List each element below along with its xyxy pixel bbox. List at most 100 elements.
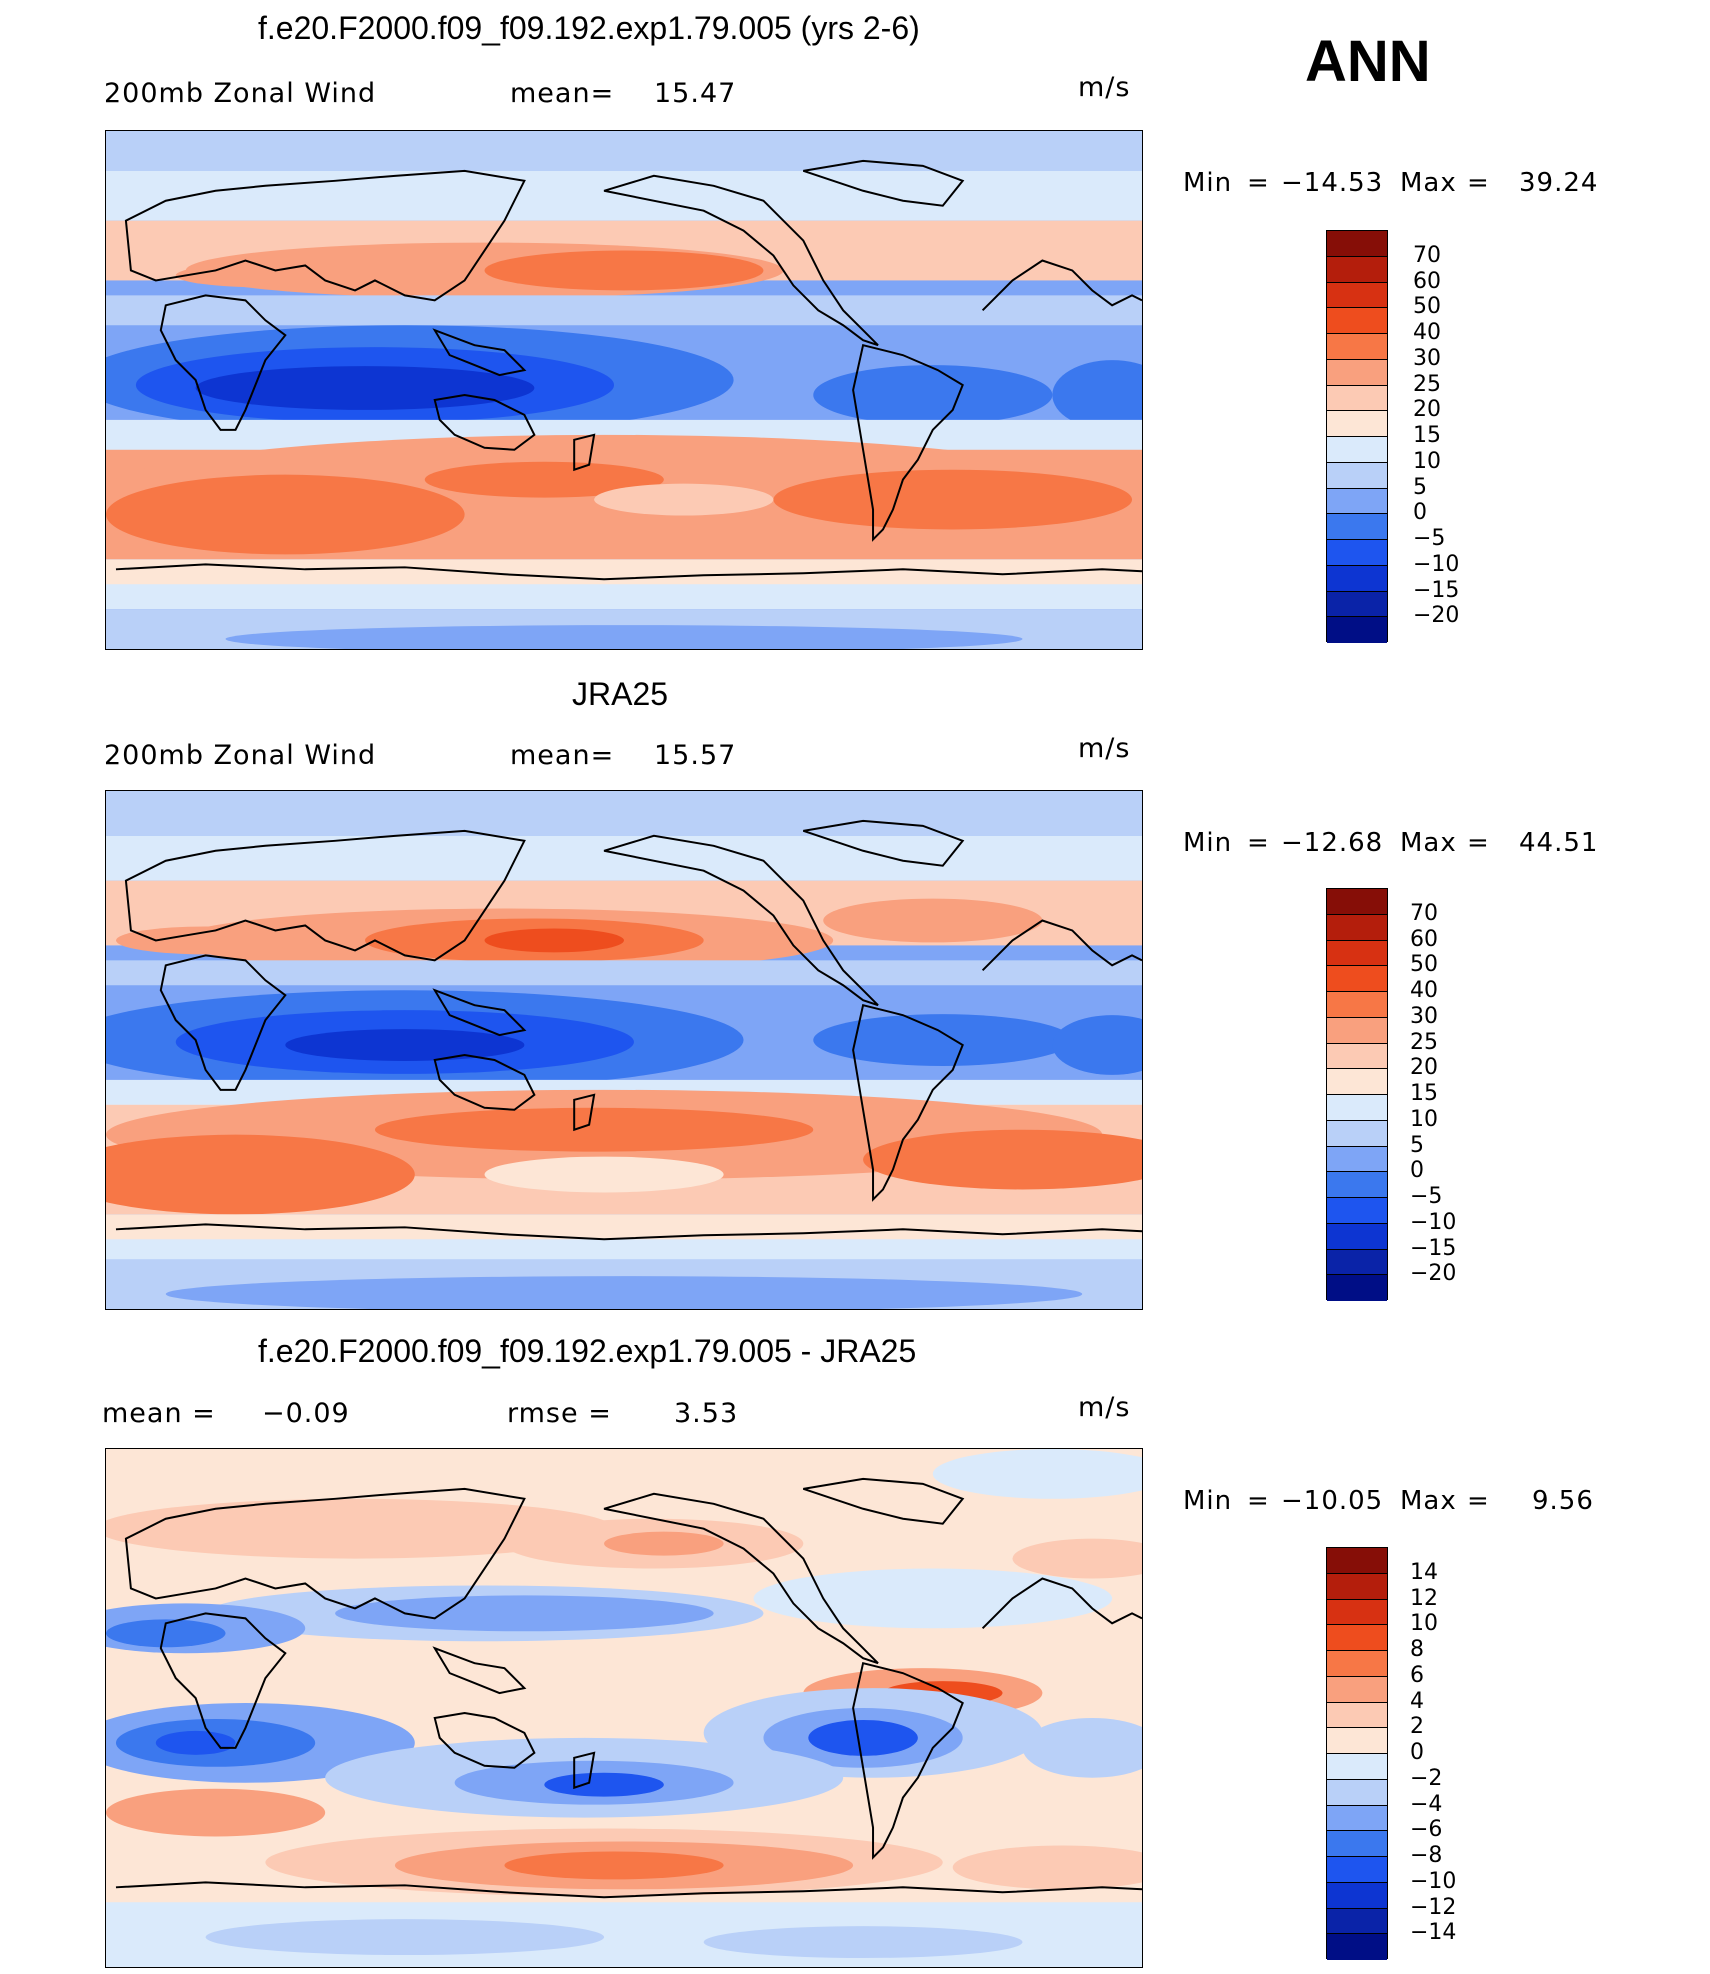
- panel3-max-label: Max: [1400, 1486, 1457, 1516]
- panel1-max-value: 39.24: [1519, 168, 1599, 198]
- colorbar-swatch: [1327, 1095, 1387, 1121]
- colorbar-swatch: [1327, 514, 1387, 540]
- panel3-max-value: 9.56: [1532, 1486, 1594, 1516]
- panel1-mean-value: 15.47: [654, 78, 737, 109]
- colorbar-swatch: [1327, 1857, 1387, 1883]
- colorbar-tick-label: 60: [1413, 268, 1441, 294]
- colorbar-swatch: [1327, 1223, 1387, 1250]
- panel2-mean-label: mean=: [510, 740, 615, 771]
- coastlines: [115, 819, 1142, 1241]
- colorbar-swatch: [1327, 1120, 1387, 1147]
- colorbar-swatch: [1327, 1651, 1387, 1677]
- colorbar-tick-label: −12: [1410, 1894, 1457, 1920]
- colorbar-swatch: [1327, 889, 1387, 915]
- colorbar-tick-label: 5: [1413, 474, 1427, 500]
- colorbar-tick-label: 70: [1413, 242, 1441, 268]
- panel2-variable-label: 200mb Zonal Wind: [104, 740, 377, 771]
- panel1-min-value: −14.53: [1281, 168, 1384, 198]
- panel2-map-svg: [106, 791, 1142, 1309]
- colorbar-tick-label: −4: [1410, 1791, 1443, 1817]
- colorbar-swatch: [1327, 565, 1387, 592]
- coastlines: [115, 1477, 1142, 1899]
- panel2-mean-value: 15.57: [654, 740, 737, 771]
- colorbar-tick-label: 20: [1413, 397, 1441, 423]
- colorbar-tick-label: 50: [1413, 294, 1441, 320]
- panel2-max-value: 44.51: [1519, 828, 1599, 858]
- colorbar-swatch: [1327, 940, 1387, 967]
- colorbar-tick-label: 40: [1410, 978, 1438, 1003]
- colorbar-swatch: [1327, 359, 1387, 386]
- colorbar-swatch: [1327, 1249, 1387, 1276]
- panel2-max-label: Max: [1400, 828, 1457, 858]
- colorbar-tick-label: 10: [1410, 1611, 1438, 1637]
- panel3-rmse-value: 3.53: [674, 1398, 739, 1429]
- colorbar-swatch: [1327, 1172, 1387, 1198]
- colorbar-tick-label: 15: [1413, 423, 1441, 448]
- colorbar-tick-label: 5: [1410, 1132, 1424, 1158]
- panel3-units: m/s: [1078, 1392, 1131, 1423]
- colorbar-tick-label: 30: [1410, 1003, 1438, 1029]
- panel3-map: [105, 1448, 1143, 1968]
- colorbar-tick-label: 4: [1410, 1688, 1424, 1714]
- colorbar-swatch: [1327, 462, 1387, 489]
- colorbar-tick-label: 50: [1410, 952, 1438, 978]
- panel3-min-value: −10.05: [1281, 1486, 1384, 1516]
- colorbar-swatch: [1327, 308, 1387, 334]
- panel1-units: m/s: [1078, 72, 1131, 103]
- colorbar-swatch: [1327, 1017, 1387, 1044]
- colorbar-swatch: [1327, 256, 1387, 283]
- panel2-title: JRA25: [572, 676, 669, 712]
- colorbar-tick-label: 10: [1410, 1106, 1438, 1132]
- panel2-map: [105, 790, 1143, 1310]
- colorbar-swatch: [1327, 1805, 1387, 1832]
- colorbar-swatch: [1327, 437, 1387, 463]
- colorbar-tick-label: 0: [1410, 1740, 1424, 1765]
- colorbar-tick-label: 60: [1410, 926, 1438, 952]
- panel2-min-label: Min: [1183, 828, 1233, 858]
- colorbar-tick-label: −10: [1413, 551, 1460, 577]
- colorbar-tick-label: 25: [1410, 1029, 1438, 1055]
- panel3-mean-label: mean =: [102, 1398, 216, 1429]
- colorbar-swatch: [1327, 1831, 1387, 1857]
- colorbar-swatch: [1327, 540, 1387, 566]
- panel3-min-label: Min: [1183, 1486, 1233, 1516]
- panel3-title: f.e20.F2000.f09_f09.192.exp1.79.005 - JR…: [258, 1333, 917, 1369]
- colorbar-swatch: [1327, 591, 1387, 618]
- panel3-mean-value: −0.09: [262, 1398, 350, 1429]
- panel3-colorbar: [1326, 1547, 1388, 1960]
- panel3-rmse-label: rmse =: [507, 1398, 612, 1429]
- colorbar-tick-label: −10: [1410, 1209, 1457, 1235]
- colorbar-tick-label: −14: [1410, 1920, 1457, 1946]
- colorbar-tick-label: 70: [1410, 900, 1438, 926]
- colorbar-tick-label: −2: [1410, 1765, 1443, 1791]
- colorbar-tick-label: −5: [1413, 526, 1446, 551]
- panel1-mean-label: mean=: [510, 78, 615, 109]
- colorbar-swatch: [1327, 966, 1387, 992]
- colorbar-tick-label: 30: [1413, 345, 1441, 371]
- panel1-map: [105, 130, 1143, 650]
- colorbar-tick-label: 10: [1413, 448, 1441, 474]
- colorbar-tick-label: −8: [1410, 1843, 1443, 1868]
- colorbar-swatch: [1327, 914, 1387, 941]
- panel2-min-value: −12.68: [1281, 828, 1384, 858]
- colorbar-swatch: [1327, 1779, 1387, 1806]
- colorbar-swatch: [1327, 1275, 1387, 1301]
- colorbar-swatch: [1327, 231, 1387, 257]
- colorbar-swatch: [1327, 1908, 1387, 1935]
- colorbar-tick-label: 0: [1413, 500, 1427, 526]
- colorbar-swatch: [1327, 1676, 1387, 1703]
- colorbar-swatch: [1327, 1069, 1387, 1095]
- panel2-min-eq: =: [1247, 828, 1270, 858]
- panel2-units: m/s: [1078, 733, 1131, 764]
- colorbar-swatch: [1327, 1573, 1387, 1600]
- colorbar-tick-label: 0: [1410, 1158, 1424, 1184]
- colorbar-tick-label: 20: [1410, 1055, 1438, 1081]
- colorbar-swatch: [1327, 488, 1387, 515]
- season-label: ANN: [1305, 29, 1431, 94]
- colorbar-swatch: [1327, 1548, 1387, 1574]
- colorbar-swatch: [1327, 385, 1387, 412]
- panel1-min-label: Min: [1183, 168, 1233, 198]
- colorbar-swatch: [1327, 1702, 1387, 1729]
- colorbar-swatch: [1327, 282, 1387, 309]
- panel3-map-svg: [106, 1449, 1142, 1967]
